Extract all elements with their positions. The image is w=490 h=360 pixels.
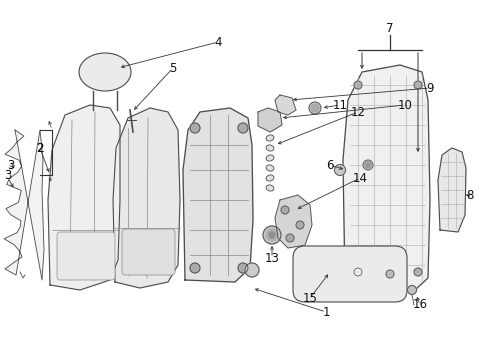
Circle shape [266, 229, 278, 241]
Circle shape [414, 81, 422, 89]
Polygon shape [113, 108, 180, 288]
Polygon shape [258, 108, 282, 132]
Text: 8: 8 [466, 189, 474, 202]
Text: 12: 12 [350, 105, 366, 118]
Text: 6: 6 [326, 158, 334, 171]
Circle shape [354, 81, 362, 89]
Circle shape [190, 263, 200, 273]
Ellipse shape [266, 155, 274, 161]
Circle shape [296, 221, 304, 229]
Ellipse shape [266, 145, 274, 151]
Text: 10: 10 [397, 99, 413, 112]
Circle shape [311, 104, 319, 112]
Circle shape [286, 234, 294, 242]
Polygon shape [275, 195, 312, 248]
Text: 2: 2 [36, 141, 44, 154]
Text: 7: 7 [386, 22, 394, 35]
Text: 2: 2 [36, 141, 44, 154]
Ellipse shape [266, 175, 274, 181]
FancyBboxPatch shape [57, 232, 115, 280]
Circle shape [414, 268, 422, 276]
Text: 5: 5 [170, 62, 177, 75]
Polygon shape [183, 108, 253, 282]
Circle shape [363, 160, 373, 170]
Circle shape [263, 226, 281, 244]
Circle shape [238, 263, 248, 273]
Text: 14: 14 [352, 171, 368, 185]
FancyBboxPatch shape [293, 246, 407, 302]
Circle shape [365, 162, 371, 168]
Text: 1: 1 [322, 306, 330, 319]
Circle shape [269, 232, 275, 238]
Ellipse shape [266, 185, 274, 191]
Circle shape [408, 285, 416, 294]
Ellipse shape [79, 53, 131, 91]
Circle shape [245, 263, 259, 277]
Circle shape [281, 206, 289, 214]
Circle shape [335, 165, 345, 176]
Text: 16: 16 [413, 298, 427, 311]
Text: 13: 13 [265, 252, 279, 265]
Ellipse shape [266, 125, 274, 131]
Polygon shape [48, 105, 120, 290]
Circle shape [309, 102, 321, 114]
Polygon shape [438, 148, 466, 232]
Circle shape [238, 123, 248, 133]
Ellipse shape [266, 165, 274, 171]
Circle shape [190, 123, 200, 133]
Text: 11: 11 [333, 99, 347, 112]
Polygon shape [4, 130, 44, 280]
FancyBboxPatch shape [122, 229, 175, 275]
Ellipse shape [266, 135, 274, 141]
Text: 15: 15 [302, 292, 318, 305]
Text: 3: 3 [4, 168, 12, 181]
Text: 4: 4 [214, 36, 222, 49]
Polygon shape [275, 95, 296, 115]
Circle shape [386, 270, 394, 278]
Polygon shape [343, 65, 430, 290]
Text: 3: 3 [7, 158, 15, 171]
Text: 9: 9 [426, 81, 434, 95]
Circle shape [354, 268, 362, 276]
